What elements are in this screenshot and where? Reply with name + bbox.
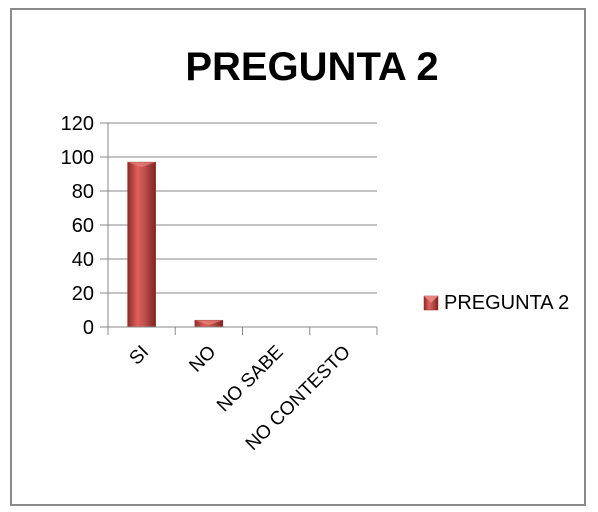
y-tick-label: 40 — [72, 249, 94, 271]
bar-si — [127, 161, 156, 328]
bars — [127, 161, 224, 328]
y-tick-label: 20 — [72, 283, 94, 305]
legend: PREGUNTA 2 — [423, 292, 569, 314]
legend-label: PREGUNTA 2 — [444, 292, 569, 314]
y-tick-label: 0 — [83, 317, 94, 339]
x-category-label: NO — [185, 342, 220, 377]
bar-top-bevel — [127, 162, 156, 168]
y-axis: 0 20 40 60 80 100 120 — [61, 113, 109, 339]
y-tick-label: 80 — [72, 181, 94, 203]
y-tick-label: 120 — [61, 113, 94, 135]
legend-swatch-bevel — [424, 296, 438, 303]
chart-frame — [10, 8, 586, 506]
bar-top-bevel — [194, 320, 223, 326]
chart-title: PREGUNTA 2 — [185, 45, 438, 89]
y-tick-label: 60 — [72, 215, 94, 237]
y-tick-label: 100 — [61, 147, 94, 169]
x-category-label: SI — [126, 342, 154, 370]
